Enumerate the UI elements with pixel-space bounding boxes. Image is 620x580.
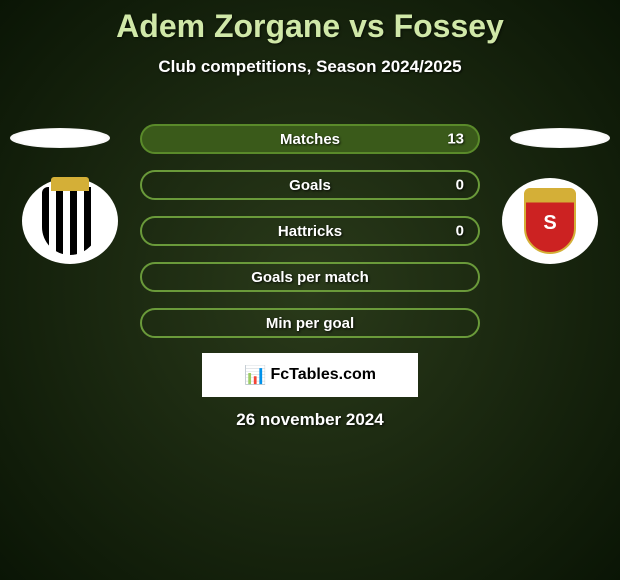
left-player-oval bbox=[10, 128, 110, 148]
stat-row: Hattricks 0 bbox=[140, 216, 480, 246]
stat-label: Matches bbox=[280, 131, 340, 148]
right-player-oval bbox=[510, 128, 610, 148]
fctables-logo: 📊 FcTables.com bbox=[202, 353, 418, 397]
date-label: 26 november 2024 bbox=[0, 410, 620, 430]
stat-label: Goals bbox=[289, 177, 331, 194]
left-club-crown bbox=[51, 177, 89, 191]
stat-row: Goals per match bbox=[140, 262, 480, 292]
stat-label: Min per goal bbox=[266, 315, 354, 332]
subtitle: Club competitions, Season 2024/2025 bbox=[0, 57, 620, 77]
stat-label: Goals per match bbox=[251, 269, 369, 286]
left-club-badge bbox=[22, 178, 118, 264]
left-club-shield bbox=[42, 187, 98, 255]
chart-icon: 📊 bbox=[244, 365, 266, 386]
right-club-badge: S bbox=[502, 178, 598, 264]
stat-label: Hattricks bbox=[278, 223, 342, 240]
stat-row: Goals 0 bbox=[140, 170, 480, 200]
stats-container: Matches 13 Goals 0 Hattricks 0 Goals per match… bbox=[140, 124, 480, 354]
logo-text: FcTables.com bbox=[270, 366, 376, 384]
stat-row: Min per goal bbox=[140, 308, 480, 338]
right-club-shield: S bbox=[524, 188, 576, 254]
right-club-letters: S bbox=[543, 212, 556, 235]
stat-row: Matches 13 bbox=[140, 124, 480, 154]
stat-value: 13 bbox=[447, 131, 464, 148]
stat-value: 0 bbox=[456, 177, 464, 194]
stat-value: 0 bbox=[456, 223, 464, 240]
page-title: Adem Zorgane vs Fossey bbox=[0, 0, 620, 45]
